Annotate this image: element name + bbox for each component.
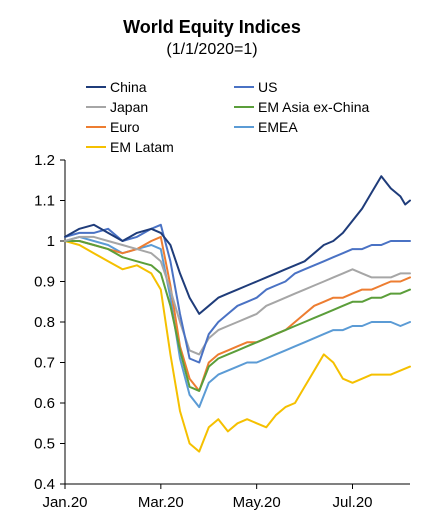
x-tick-label: Jul.20 <box>332 494 372 511</box>
legend-label-china: China <box>110 79 147 95</box>
y-tick-label: 0.8 <box>34 314 55 331</box>
y-tick-label: 0.4 <box>34 476 55 493</box>
y-axis-ticks: 0.4 0.5 0.6 0.7 0.8 0.9 1 1.1 1.2 <box>34 152 65 493</box>
x-tick-label: Jan.20 <box>42 494 87 511</box>
x-tick-label: Mar.20 <box>138 494 184 511</box>
series-line-em-latam <box>64 240 411 453</box>
legend-label-em-asia-ex-china: EM Asia ex-China <box>258 99 369 115</box>
series-line-japan <box>64 235 411 356</box>
chart-subtitle: (1/1/2020=1) <box>166 41 257 58</box>
legend-label-em-latam: EM Latam <box>110 139 174 155</box>
legend: China US Japan EM Asia ex-China Euro EMEA EM L… <box>86 79 369 155</box>
y-tick-label: 1.1 <box>34 193 55 210</box>
series-line-euro <box>64 235 411 392</box>
series-line-emea <box>64 235 411 409</box>
x-axis-ticks: Jan.20 Mar.20 May.20 Jul.20 <box>42 484 373 511</box>
y-tick-label: 1 <box>47 233 55 250</box>
y-tick-label: 0.9 <box>34 274 55 291</box>
x-tick-label: May.20 <box>233 494 281 511</box>
y-tick-label: 0.6 <box>34 395 55 412</box>
legend-label-euro: Euro <box>110 119 140 135</box>
y-tick-label: 1.2 <box>34 152 55 169</box>
series-line-us <box>64 223 411 364</box>
y-tick-label: 0.7 <box>34 355 55 372</box>
legend-label-us: US <box>258 79 277 95</box>
legend-label-emea: EMEA <box>258 119 298 135</box>
chart-title: World Equity Indices <box>123 17 301 37</box>
legend-label-japan: Japan <box>110 99 148 115</box>
series-line-em-asia-ex-china <box>64 240 411 392</box>
series-line-china <box>64 175 411 315</box>
y-tick-label: 0.5 <box>34 436 55 453</box>
series-lines <box>64 175 411 453</box>
